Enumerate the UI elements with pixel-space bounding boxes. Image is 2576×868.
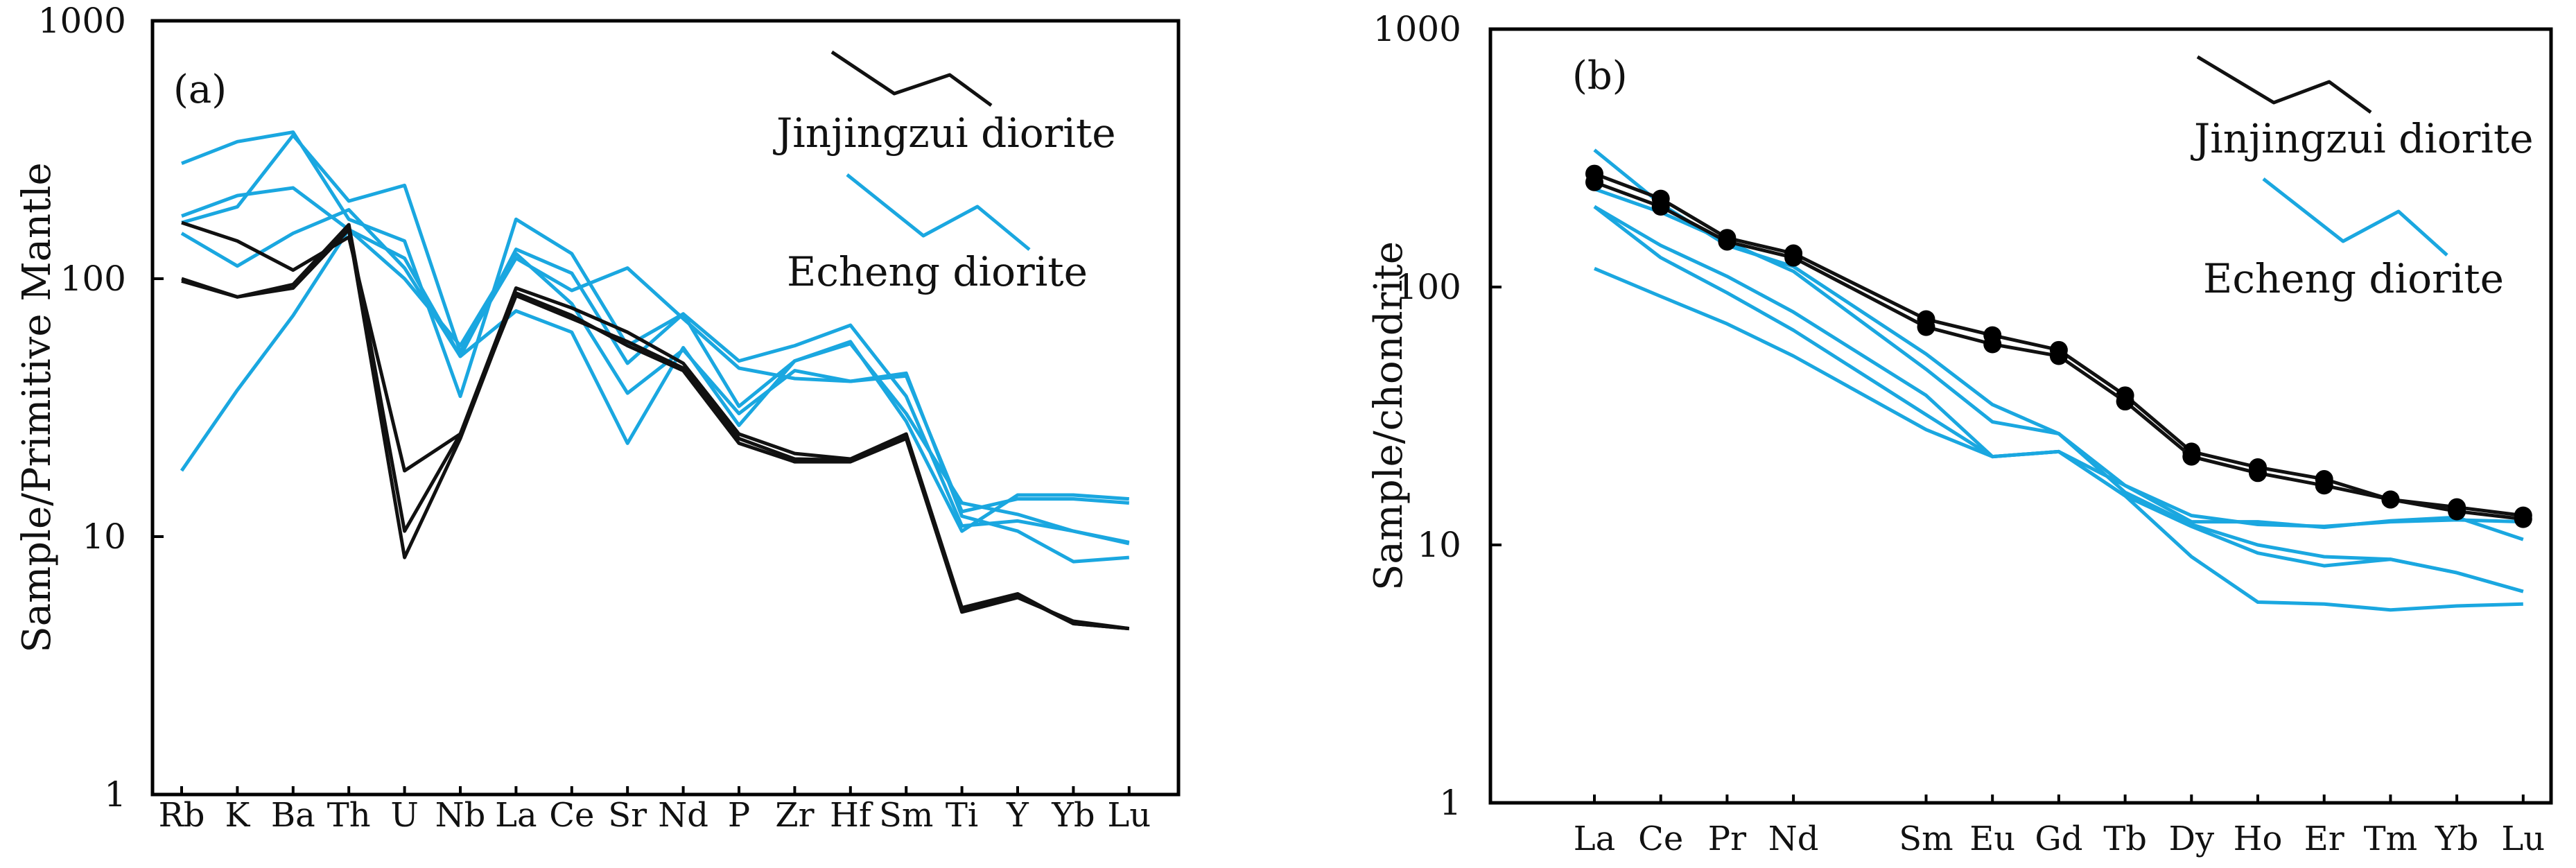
panel-b-x-tick-label: Tb — [2103, 819, 2147, 858]
panel-b-x-tick-label: La — [1574, 819, 1616, 858]
panel-b-series-echeng-line — [1594, 266, 2523, 528]
panel-b-series-jinjingzui-point — [2315, 476, 2333, 495]
panel-a-legend-echeng-swatch — [846, 173, 1031, 251]
panel-a-x-tick-label: K — [225, 796, 250, 835]
panel-a-series-group — [180, 130, 1130, 631]
panel-b-x-tick-label: Dy — [2168, 819, 2214, 858]
panel-a-x-tick-label: Yb — [1051, 796, 1095, 835]
panel-a-series-jinjingzui-line — [181, 227, 1130, 631]
panel-b-x-tick-label: Lu — [2501, 819, 2545, 858]
panel-b-x-tick-label: Ho — [2234, 819, 2283, 858]
panel-a-y-tick-label: 10 — [82, 517, 126, 557]
panel-b-series-jinjingzui-point — [2049, 347, 2068, 365]
panel-b-series-jinjingzui-point — [1718, 232, 1737, 251]
panel-b-x-tick-label: Yb — [2435, 819, 2478, 858]
panel-b-y-axis-title: Sample/chondrite — [1366, 241, 1411, 591]
panel-a-legend-echeng-label: Echeng diorite — [787, 248, 1088, 295]
panel-a-x-category-labels: Rb K Ba Th U Nb La Ce Sr Nd P Zr Hf Sm Ti Y Yb Lu — [159, 786, 1151, 835]
panel-a-x-tick-label: Th — [327, 796, 371, 835]
panel-b-label: (b) — [1572, 53, 1628, 98]
panel-a-series-echeng-line — [180, 208, 1129, 533]
panel-a-y-ticks: 1 10 100 1000 — [38, 1, 164, 815]
panel-b-series-echeng-line — [1593, 205, 2523, 612]
panel-a-x-tick-label: Nb — [435, 796, 486, 835]
panel-b-legend-echeng-swatch — [2262, 177, 2448, 257]
panel-a-x-tick-label: Sm — [879, 796, 933, 835]
panel-b-x-tick-label: Gd — [2035, 819, 2082, 858]
panel-a-x-tick-label: Zr — [775, 796, 814, 835]
panel-b-x-tick-label: Nd — [1768, 819, 1819, 858]
panel-a-x-tick-label: U — [390, 796, 418, 835]
panel-a-legend-jinjingzui-swatch — [830, 50, 993, 107]
panel-a-series-jinjingzui-line — [181, 223, 1130, 631]
panel-a-series-echeng-line — [181, 186, 1130, 546]
panel-a-series-echeng-line — [181, 133, 1129, 514]
panel-b-series-jinjingzui-point — [1784, 248, 1803, 267]
panel-a-x-tick-label: Sr — [608, 796, 647, 835]
panel-b-x-category-labels: La Ce Pr Nd Sm Eu Gd Tb Dy Ho Er Tm Yb Lu — [1574, 795, 2545, 858]
panel-b-series-jinjingzui-point — [2514, 510, 2532, 528]
panel-a-series-jinjingzui-line — [181, 220, 1130, 631]
panel-a-x-tick-label: Y — [1006, 796, 1029, 835]
panel-b-plot-frame — [1488, 27, 2553, 805]
panel-a-plot-frame — [150, 19, 1181, 797]
panel-a-x-tick-label: Lu — [1107, 796, 1151, 835]
panel-a-x-tick-label: Ba — [271, 796, 315, 835]
panel-b-legend: Jinjingzui diorite Echeng diorite — [2191, 55, 2534, 302]
panel-b-series-jinjingzui-line — [1594, 180, 2524, 521]
panel-a-x-tick-label: Rb — [159, 796, 205, 835]
panel-b-legend-jinjingzui-label: Jinjingzui diorite — [2191, 115, 2534, 162]
panel-b-legend-echeng-label: Echeng diorite — [2203, 255, 2504, 302]
panel-b-x-tick-label: Pr — [1708, 819, 1746, 858]
panel-b-x-tick-label: Er — [2304, 819, 2344, 858]
panel-b-series-echeng-line — [1593, 148, 2524, 593]
panel-a-legend: Jinjingzui diorite Echeng diorite — [773, 50, 1116, 295]
panel-b-series-jinjingzui-point — [2116, 392, 2134, 411]
panel-b-series-jinjingzui-point — [1651, 198, 1670, 216]
panel-b-x-tick-label: Tm — [2364, 819, 2418, 858]
panel-a-y-axis-title: Sample/Primitive Mantle — [15, 162, 60, 652]
panel-b-y-tick-label: 1 — [1439, 783, 1461, 823]
panel-a-x-tick-label: Hf — [830, 796, 873, 835]
panel-b-y-ticks: 1 10 100 1000 — [1373, 9, 1502, 823]
panel-b-series-jinjingzui-point — [1983, 335, 2002, 354]
panel-b-series-group — [1585, 148, 2532, 612]
panel-b-x-tick-label: Eu — [1969, 819, 2015, 858]
panel-b-series-jinjingzui-point — [2448, 502, 2466, 521]
panel-a-x-tick-label: La — [495, 796, 537, 835]
panel-a-y-tick-label: 1 — [104, 774, 126, 815]
panel-a-label: (a) — [173, 67, 227, 112]
panel-a-x-tick-label: Ti — [946, 796, 978, 835]
panel-a-x-tick-label: Nd — [658, 796, 708, 835]
panel-b-y-tick-label: 100 — [1395, 267, 1461, 307]
panel-b-legend-jinjingzui-swatch — [2196, 55, 2372, 114]
panel-a-y-tick-label: 1000 — [38, 1, 126, 41]
panel-b-series-jinjingzui-point — [2249, 464, 2267, 483]
panel-a-y-tick-label: 100 — [60, 259, 126, 299]
panel-b-x-tick-label: Sm — [1899, 819, 1953, 858]
panel-b-series-jinjingzui-point — [1585, 173, 1603, 191]
panel-a-x-tick-label: P — [728, 796, 750, 835]
panel-a-legend-jinjingzui-label: Jinjingzui diorite — [773, 110, 1116, 157]
panel-b-x-tick-label: Ce — [1638, 819, 1683, 858]
panel-b-y-tick-label: 1000 — [1373, 9, 1461, 49]
panel-b-series-jinjingzui-point — [2182, 447, 2201, 466]
panel-b-series-jinjingzui-point — [1917, 318, 1935, 336]
panel-a-x-tick-label: Ce — [549, 796, 594, 835]
panel-b-y-tick-label: 10 — [1417, 525, 1461, 565]
panel-a-spider-diagram: 1 10 100 1000 Rb K Ba Th U Nb La Ce Sr Nd P Zr Hf Sm Ti Y Y… — [15, 1, 1181, 835]
panel-b-series-jinjingzui-point — [2381, 490, 2400, 509]
